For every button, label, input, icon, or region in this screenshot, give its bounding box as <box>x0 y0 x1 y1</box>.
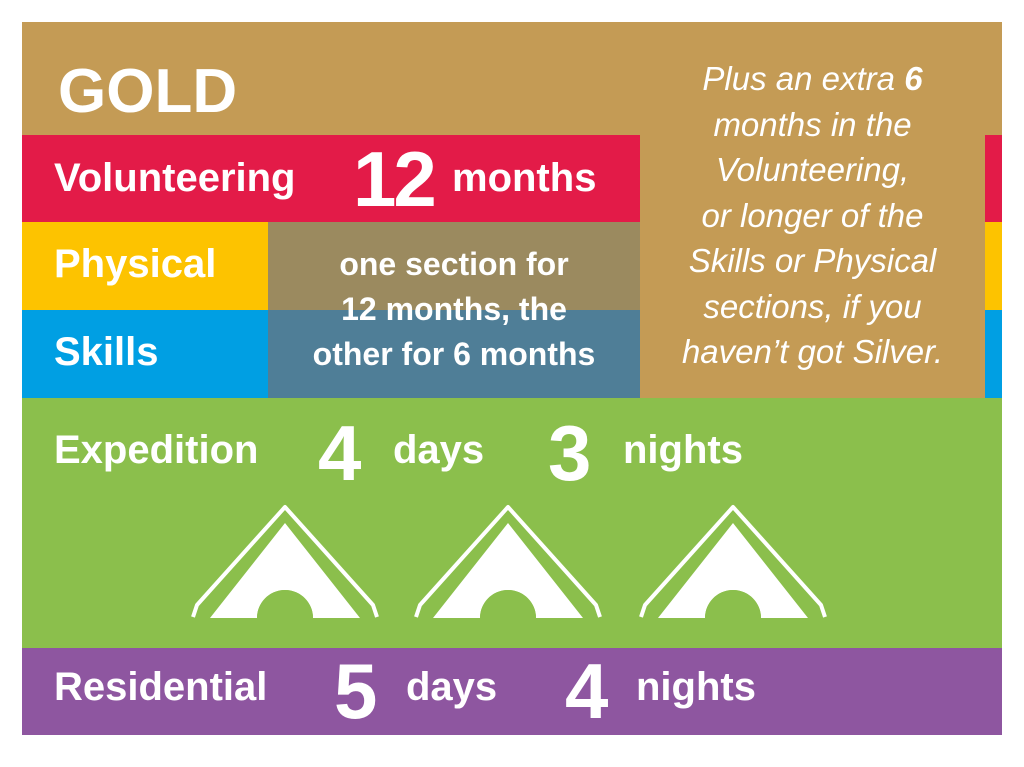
extra-note-line: or longer of the <box>701 196 924 234</box>
volunteering-unit: months <box>452 156 597 200</box>
extra-note-line: haven’t got Silver. <box>681 333 944 370</box>
skills-strip <box>985 310 1002 398</box>
skills-label: Skills <box>54 330 159 374</box>
skills-band <box>22 310 268 398</box>
extra-note-line: Volunteering, <box>715 151 910 188</box>
volunteering-number: 12 <box>353 135 437 223</box>
choice-note-line: one section for <box>339 246 569 282</box>
extra-note-line: months in the <box>713 105 912 143</box>
choice-overlay-bottom <box>268 310 640 398</box>
residential-label: Residential <box>54 665 268 709</box>
choice-note-line: 12 months, the <box>341 291 567 327</box>
residential-days-number: 5 <box>334 647 378 735</box>
residential-nights-unit: nights <box>636 665 756 709</box>
expedition-days-unit: days <box>393 428 485 472</box>
extra-note-prefix: Plus an extra <box>702 60 905 97</box>
volunteering-strip <box>985 135 1002 222</box>
tent-icon <box>639 505 827 620</box>
choice-note-line: other for 6 months <box>312 336 596 372</box>
volunteering-band <box>22 135 640 222</box>
extra-note-line: Skills or Physical <box>688 242 937 279</box>
physical-label: Physical <box>54 242 217 286</box>
residential-days-unit: days <box>406 665 498 709</box>
award-title: GOLD <box>58 57 238 126</box>
physical-strip <box>985 222 1002 310</box>
residential-band <box>22 648 1002 735</box>
choice-overlay-top <box>268 222 640 310</box>
extra-note-number: 6 <box>904 60 923 97</box>
expedition-days-number: 4 <box>318 409 362 497</box>
extra-note: Plus an extra 6 months in the Volunteeri… <box>640 56 985 375</box>
expedition-label: Expedition <box>54 428 259 472</box>
physical-band <box>22 222 268 310</box>
volunteering-label: Volunteering <box>54 156 296 200</box>
residential-nights-number: 4 <box>565 647 609 735</box>
extra-note-line: sections, if you <box>703 287 922 325</box>
expedition-nights-unit: nights <box>623 428 743 472</box>
choice-note: one section for 12 months, the other for… <box>268 242 640 377</box>
tent-icon <box>414 505 602 620</box>
expedition-nights-number: 3 <box>548 409 592 497</box>
tent-icon <box>191 505 379 620</box>
